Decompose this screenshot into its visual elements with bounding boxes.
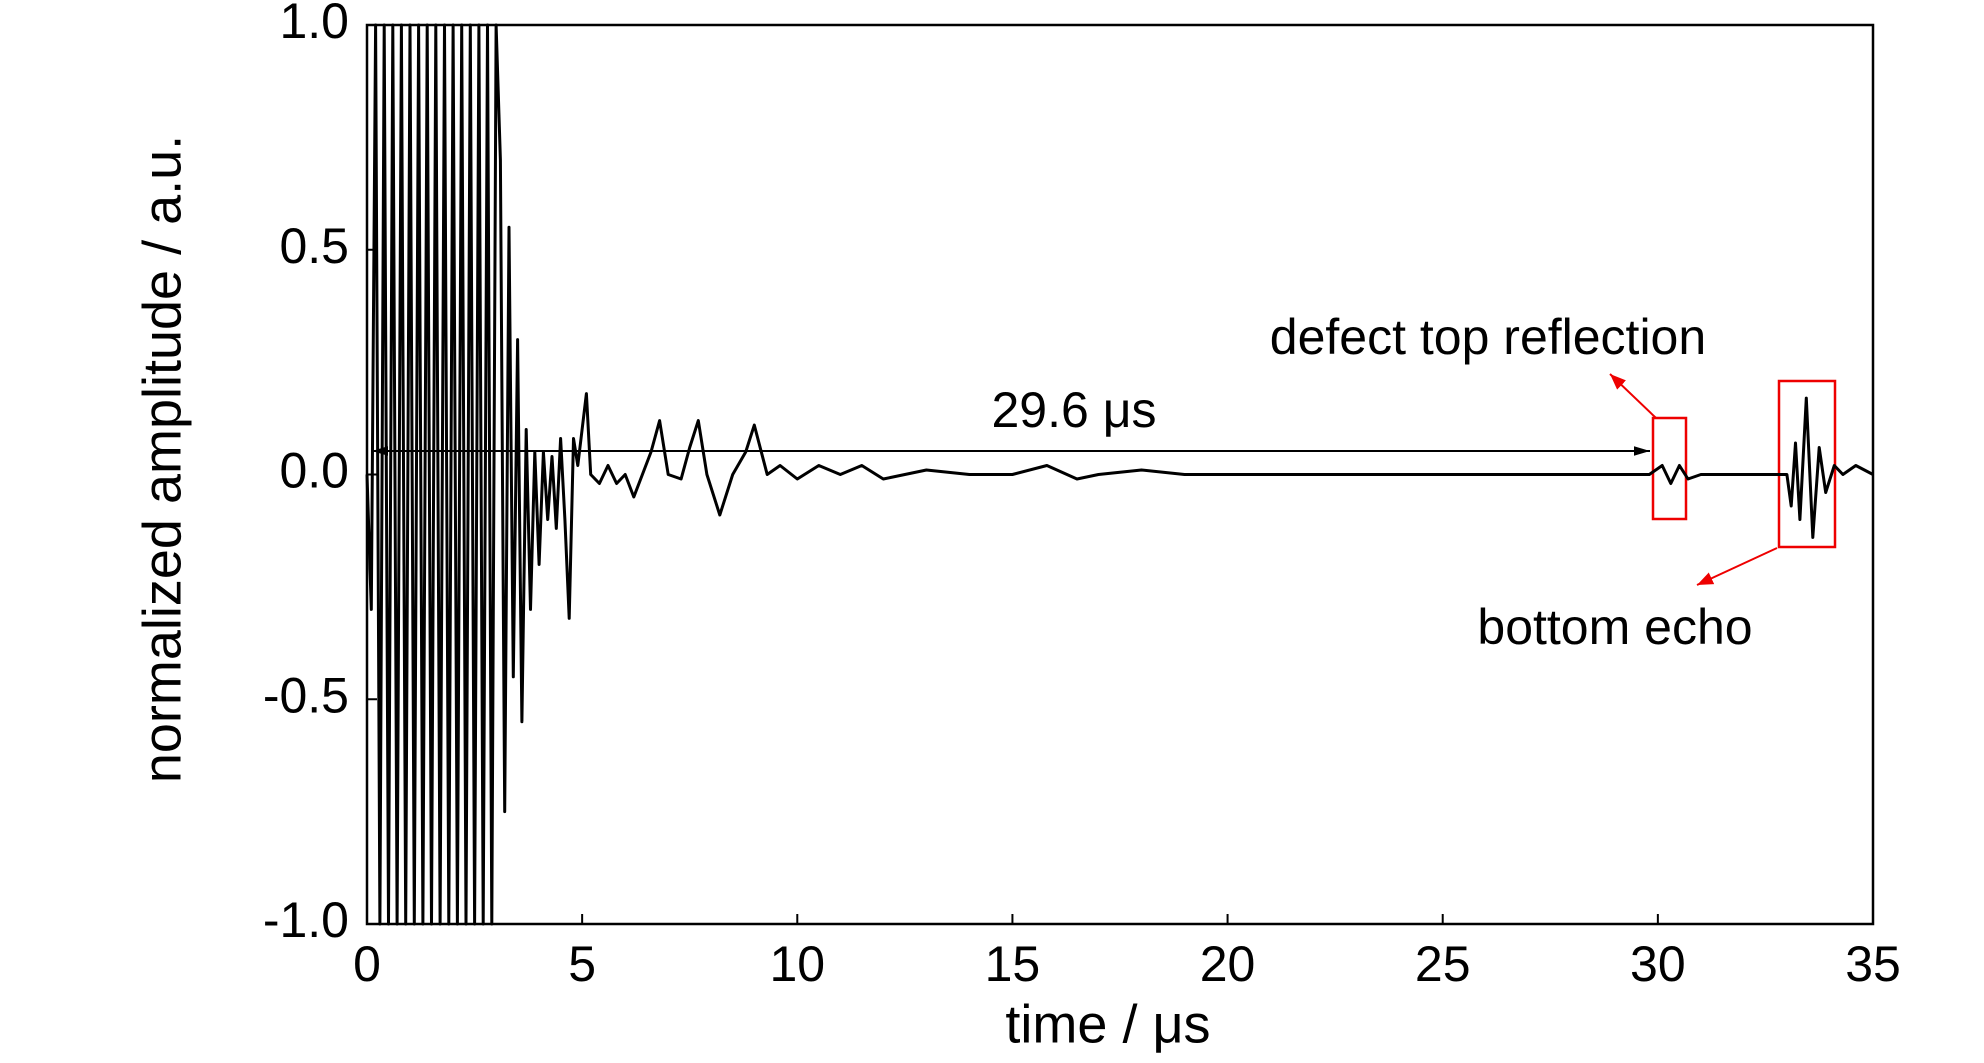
echo-arrow	[1696, 547, 1778, 586]
defect-arrow	[1609, 373, 1657, 419]
y-tick-label: -0.5	[263, 667, 349, 723]
x-tick-label: 30	[1630, 936, 1686, 992]
x-tick-label: 0	[353, 936, 381, 992]
x-tick-label: 5	[568, 936, 596, 992]
y-tick-label: 0.0	[279, 443, 349, 499]
x-axis-label: time / μs	[1005, 994, 1210, 1054]
echo-label: bottom echo	[1477, 599, 1752, 655]
y-tick-label: -1.0	[263, 892, 349, 948]
interval-label: 29.6 μs	[991, 382, 1156, 438]
x-tick-label: 15	[985, 936, 1041, 992]
x-tick-label: 10	[769, 936, 825, 992]
x-tick-label: 25	[1415, 936, 1471, 992]
x-tick-label: 35	[1845, 936, 1901, 992]
y-axis-label: normalized amplitude / a.u.	[132, 135, 192, 783]
signal-line	[365, 23, 1874, 926]
x-tick-label: 20	[1200, 936, 1256, 992]
y-tick-label: 1.0	[279, 0, 349, 49]
y-tick-label: 0.5	[279, 218, 349, 274]
defect-label: defect top reflection	[1270, 309, 1706, 365]
echo-box	[1777, 379, 1837, 549]
defect-box	[1651, 416, 1688, 521]
